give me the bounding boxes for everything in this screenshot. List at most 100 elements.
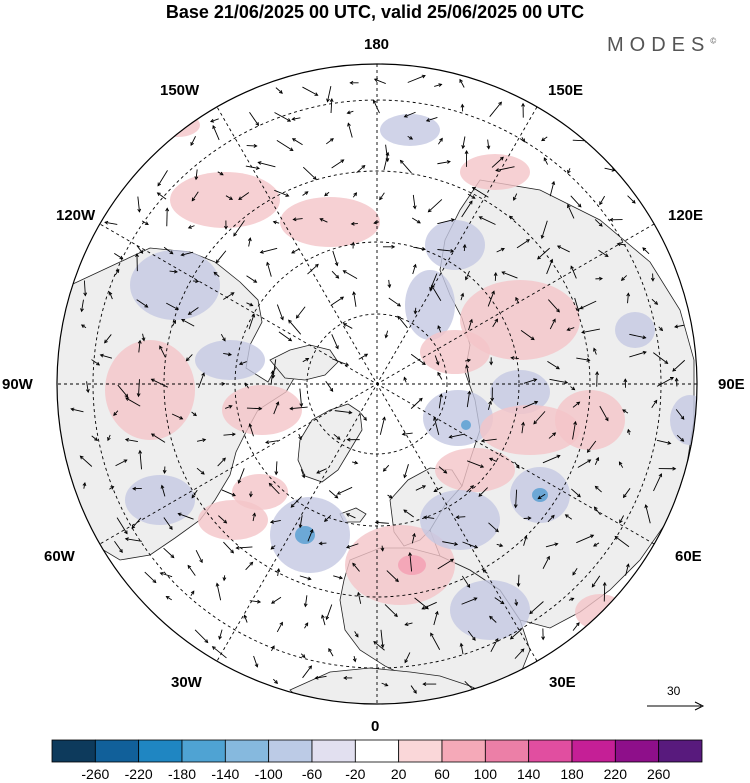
wind-vector-head	[249, 561, 254, 566]
wind-vector	[437, 325, 442, 333]
wind-vector	[218, 629, 223, 640]
wind-vector	[169, 270, 178, 273]
wind-vector	[381, 682, 388, 687]
wind-vector-head	[316, 470, 321, 474]
wind-vector-head	[152, 579, 157, 584]
wind-vector	[407, 75, 426, 83]
wind-vector-head	[227, 352, 232, 357]
wind-vector	[249, 423, 254, 437]
wind-vector-head	[644, 504, 649, 509]
wind-vector	[330, 296, 344, 306]
wind-vector	[334, 410, 352, 414]
wind-vector-head	[439, 137, 443, 142]
wind-vector-head	[70, 407, 75, 412]
wind-vector	[125, 538, 142, 542]
wind-vector	[557, 245, 570, 253]
anomaly-blob	[555, 390, 625, 450]
wind-vector-head	[387, 284, 392, 289]
lon-label-30w: 30W	[171, 674, 202, 691]
wind-vector-head	[595, 456, 600, 461]
wind-vector	[642, 247, 650, 255]
wind-vector-head	[488, 400, 492, 405]
wind-vector	[645, 504, 651, 524]
wind-vector	[571, 488, 581, 498]
wind-vector-head	[348, 410, 353, 415]
anomaly-blob	[435, 448, 515, 492]
wind-vector-head	[464, 276, 469, 281]
wind-vector-head	[347, 122, 351, 127]
wind-vector-head	[412, 205, 417, 210]
wind-vector	[302, 665, 312, 679]
wind-vector-head	[265, 440, 270, 445]
wind-vector	[114, 269, 120, 276]
wind-vector-head	[486, 145, 491, 150]
wind-vector-head	[471, 195, 476, 199]
wind-vector-head	[346, 110, 351, 115]
wind-vector	[472, 187, 489, 198]
colorbar-tick-label: 220	[603, 766, 628, 782]
wind-vector-head	[312, 176, 317, 180]
wind-vector-head	[427, 208, 432, 213]
wind-vector-head	[564, 380, 569, 385]
colorbar-tick-label: -100	[254, 766, 283, 782]
wind-vector	[517, 574, 520, 587]
wind-vector-head	[622, 494, 627, 499]
wind-vector	[494, 597, 504, 605]
wind-vector-head	[124, 530, 128, 535]
wind-vector	[253, 655, 258, 668]
wind-vector-head	[144, 303, 149, 308]
wind-vector	[629, 333, 646, 339]
wind-vector-head	[319, 218, 324, 222]
wind-vector-head	[326, 98, 330, 103]
wind-vector-head	[228, 404, 233, 409]
wind-vector-head	[552, 318, 556, 323]
wind-vector	[316, 468, 327, 474]
wind-vector	[194, 629, 209, 643]
wind-vector	[565, 514, 573, 520]
wind-vector-head	[200, 470, 205, 475]
wind-vector	[166, 302, 179, 310]
wind-vector	[495, 166, 515, 172]
wind-vector-head	[380, 547, 385, 552]
wind-vector	[347, 110, 354, 114]
wind-vector	[276, 304, 284, 320]
wind-vector-head	[404, 659, 408, 664]
wind-vector-head	[614, 535, 619, 540]
wind-vector-head	[373, 220, 378, 225]
wind-vector	[331, 334, 339, 349]
wind-vector	[246, 275, 257, 283]
wind-vector-head	[593, 347, 597, 352]
wind-vector	[298, 433, 302, 440]
wind-vector	[196, 467, 205, 475]
wind-vector	[591, 575, 601, 588]
wind-vector-head	[385, 151, 390, 156]
wind-vector	[307, 264, 319, 275]
anomaly-blob	[460, 280, 580, 360]
wind-vector-head	[413, 689, 417, 694]
wind-vector-head	[489, 361, 494, 366]
lon-label-120w: 120W	[56, 207, 96, 224]
wind-vector-head	[292, 217, 297, 222]
colorbar-tick-label: -180	[167, 766, 197, 782]
wind-vector-head	[181, 319, 186, 323]
wind-vector-head	[135, 253, 139, 258]
wind-vector	[587, 440, 597, 453]
wind-vector	[163, 517, 173, 530]
wind-vector	[212, 646, 227, 659]
lon-label-30e: 30E	[549, 674, 576, 691]
wind-vector-head	[533, 420, 538, 425]
wind-vector	[343, 323, 353, 329]
wind-vector	[277, 568, 280, 576]
wind-vector	[375, 521, 389, 524]
wind-vector	[489, 101, 502, 117]
wind-vector-head	[324, 518, 328, 523]
wind-vector	[86, 381, 89, 393]
wind-vector-head	[255, 166, 260, 170]
wind-vector-head	[222, 457, 226, 462]
wind-vector-head	[190, 141, 194, 147]
wind-vector	[593, 542, 600, 547]
wind-vector-head	[495, 528, 499, 533]
wind-vector	[403, 464, 409, 478]
wind-vector-head	[468, 200, 473, 205]
wind-vector	[141, 220, 149, 225]
